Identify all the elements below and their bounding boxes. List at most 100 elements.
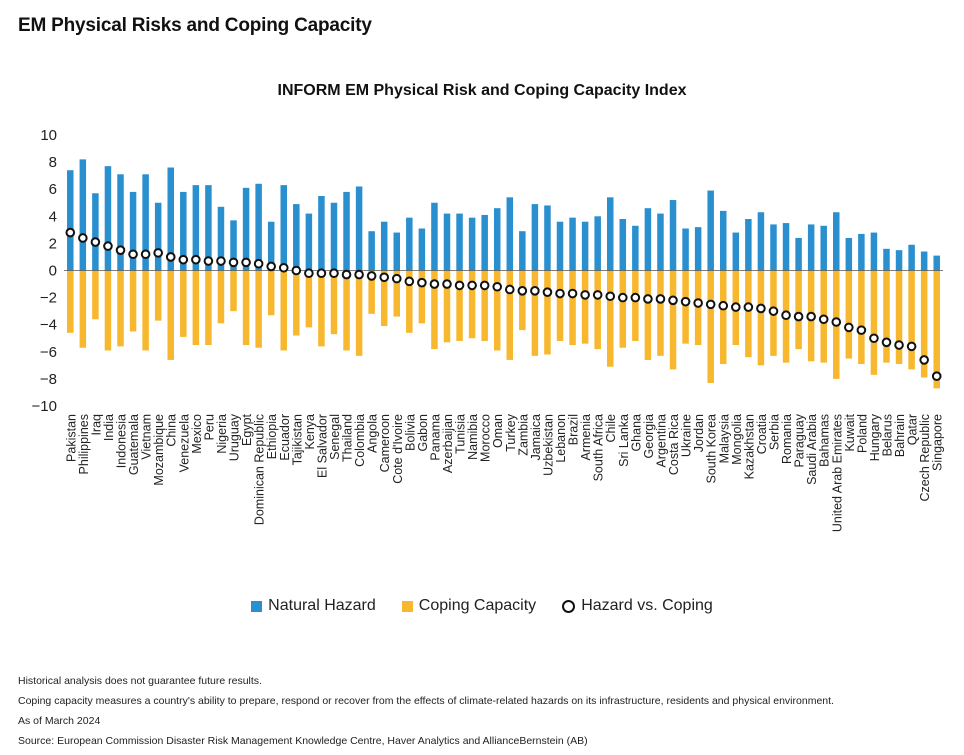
bar-natural-hazard [657,213,664,271]
x-tick-label: Croatia [755,414,769,454]
x-tick-label: Uzbekistan [541,414,555,476]
chart-plot: 10 8 6 4 2 0 −2 −4 −6 −8 −10 PakistanPhilippinesIra… [32,127,945,532]
point-hazard-vs-coping [241,257,251,268]
bar-natural-hazard [858,233,865,271]
point-hazard-vs-coping [479,280,490,291]
x-tick-label: Cameroon [378,414,392,472]
x-tick-label: Mexico [190,414,204,454]
x-tick-label: India [102,414,116,441]
point-hazard-vs-coping [504,284,515,295]
bar-natural-hazard [456,213,463,271]
bar-coping-capacity [330,270,338,335]
point-hazard-vs-coping [417,277,427,288]
bar-coping-capacity [895,270,903,364]
bar-coping-capacity [632,270,639,341]
x-tick-label: Venezuela [177,414,191,472]
y-tick-label: 0 [49,263,57,280]
bar-coping-capacity [581,270,589,344]
point-hazard-vs-coping [354,269,364,280]
x-tick-label: Bahamas [818,414,832,467]
point-hazard-vs-coping [442,279,452,289]
x-tick-label: Sri Lanka [617,414,631,467]
bar-coping-capacity [431,270,438,350]
y-tick-label: −6 [40,344,57,361]
point-hazard-vs-coping [128,249,138,260]
point-hazard-vs-coping [580,290,590,300]
bar-natural-hazard [669,200,677,271]
bar-coping-capacity [757,270,765,366]
bar-coping-capacity [192,270,200,346]
point-hazard-vs-coping [329,268,339,279]
bar-coping-capacity [795,270,802,350]
point-hazard-vs-coping [856,325,867,335]
point-hazard-vs-coping [844,322,854,333]
x-tick-label: Colombia [353,414,367,467]
x-tick-label: Ecuador [278,414,292,461]
bar-natural-hazard [757,212,765,271]
bar-natural-hazard [443,213,451,271]
bar-coping-capacity [305,270,313,328]
bar-natural-hazard [807,224,815,271]
bar-natural-hazard [506,197,514,271]
point-hazard-vs-coping [931,371,942,381]
bar-natural-hazard [632,225,639,271]
legend-item-natural-hazard: Natural Hazard [251,597,376,615]
x-tick-label: Chile [604,414,618,443]
bar-natural-hazard [180,191,187,271]
bar-natural-hazard [544,205,551,271]
bar-coping-capacity [79,270,87,348]
bar-coping-capacity [858,270,865,364]
bar-natural-hazard [205,185,212,271]
point-hazard-vs-coping [617,292,628,303]
x-tick-label: Singapore [931,414,945,471]
bar-coping-capacity [569,270,576,346]
bar-natural-hazard [67,170,74,271]
bar-natural-hazard [594,216,601,271]
point-hazard-vs-coping [718,300,729,311]
bar-natural-hazard [569,217,576,271]
bar-natural-hazard [318,195,325,271]
bar-coping-capacity [682,270,689,344]
point-hazard-vs-coping [530,286,540,296]
point-hazard-vs-coping [304,268,314,279]
y-tick-label: 10 [40,127,57,144]
bar-natural-hazard [167,167,174,271]
footnote-definition: Coping capacity measures a country's abi… [18,695,834,707]
bar-coping-capacity [280,270,287,351]
point-hazard-vs-coping [391,273,402,284]
y-tick-label: 8 [49,154,57,171]
point-hazard-vs-coping [668,295,678,306]
y-tick-label: −8 [40,371,57,388]
bar-natural-hazard [368,231,375,271]
footnotes: Historical analysis does not guarantee f… [18,671,834,751]
point-hazard-vs-coping [266,261,276,272]
point-hazard-vs-coping [517,286,528,296]
bar-natural-hazard [431,202,438,271]
x-tick-label: Georgia [642,414,656,459]
point-hazard-vs-coping [341,269,352,280]
bar-coping-capacity [720,270,727,364]
bar-coping-capacity [519,270,526,331]
point-hazard-vs-coping [316,268,327,279]
bar-natural-hazard [330,202,338,271]
bar-natural-hazard [267,221,275,271]
bar-natural-hazard [519,231,526,271]
bar-coping-capacity [883,270,890,363]
x-tick-label: Kuwait [843,413,857,451]
bar-natural-hazard [104,166,112,271]
bar-coping-capacity [481,270,488,341]
x-tick-label: Ukraine [680,414,694,457]
x-tick-label: Kazakhstan [742,414,756,479]
point-hazard-vs-coping [756,303,766,314]
bar-coping-capacity [267,270,275,316]
bar-coping-capacity [242,270,250,346]
bar-natural-hazard [481,214,488,271]
point-hazard-vs-coping [103,241,113,251]
x-tick-label: Malaysia [717,414,731,463]
point-hazard-vs-coping [705,299,716,310]
page-title: EM Physical Risks and Coping Capacity [18,15,372,36]
bar-natural-hazard [619,219,627,271]
point-hazard-vs-coping [869,333,879,344]
footnote-disclaimer: Historical analysis does not guarantee f… [18,675,262,687]
point-hazard-vs-coping [542,287,553,297]
